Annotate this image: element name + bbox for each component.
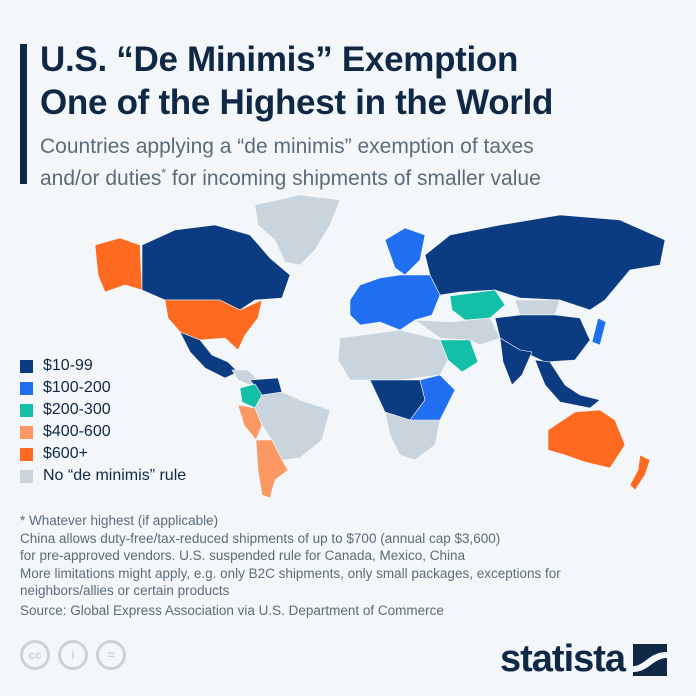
legend-label: $400-600 [43, 423, 111, 440]
footnote: neighbors/allies or certain products [20, 583, 230, 598]
footnote: China allows duty-free/tax-reduced shipm… [20, 530, 501, 546]
subtitle-line-1: Countries applying a “de minimis” exempt… [40, 135, 534, 158]
legend-item: $100-200 [20, 377, 186, 399]
region-europe [349, 274, 441, 331]
legend-label: $100-200 [43, 379, 111, 396]
legend-swatch [20, 447, 33, 461]
statista-logo[interactable]: statista [500, 638, 668, 681]
legend-label: No “de minimis” rule [43, 467, 187, 484]
legend-item: $600+ [20, 443, 186, 465]
subtitle-text: and/or duties [40, 167, 162, 190]
legend-label: $10-99 [43, 357, 93, 374]
legend-swatch [20, 425, 33, 439]
region-scandinavia [384, 227, 426, 276]
footnote: * Whatever highest (if applicable) [20, 513, 219, 528]
legend-swatch [20, 403, 33, 417]
legend-swatch [20, 359, 33, 373]
source-text: Source: Global Express Association via U… [20, 603, 444, 618]
legend-label: $600+ [43, 445, 88, 462]
footnote: More limitations might apply, e.g. only … [20, 565, 561, 581]
region-greenland [254, 194, 341, 266]
region-southern-africa [384, 411, 441, 461]
region-new-zealand [629, 454, 651, 491]
attribution-icon[interactable]: i [58, 640, 88, 670]
cc-icon[interactable]: cc [20, 640, 50, 670]
legend-item: $200-300 [20, 399, 186, 421]
legend-item: $400-600 [20, 421, 186, 443]
legend-item: No “de minimis” rule [20, 465, 186, 487]
region-australia [547, 409, 626, 469]
region-kazakhstan [449, 289, 506, 321]
title-line-2: One of the Highest in the World [40, 83, 554, 122]
footnote-marker: * [161, 166, 167, 180]
region-canada [141, 224, 291, 311]
region-argentina-chile [255, 439, 289, 499]
legend-swatch [20, 469, 33, 483]
region-north-africa [337, 329, 449, 381]
world-map [94, 194, 666, 499]
subtitle-text-end: for incoming shipments of smaller value [166, 167, 541, 190]
region-russia [424, 214, 666, 311]
statista-logo-icon [633, 643, 668, 676]
region-usa [164, 299, 263, 351]
title-line-1: U.S. “De Minimis” Exemption [40, 40, 519, 79]
license-icons[interactable]: cc i = [20, 640, 126, 670]
page-title: U.S. “De Minimis” Exemption One of the H… [40, 38, 553, 124]
legend-item: $10-99 [20, 355, 186, 377]
region-peru [237, 404, 263, 441]
region-mongolia [514, 299, 561, 316]
no-derivatives-icon[interactable]: = [96, 640, 126, 670]
accent-bar [20, 44, 27, 184]
region-middle-east [413, 317, 501, 346]
legend-label: $200-300 [43, 401, 111, 418]
legend-swatch [20, 381, 33, 395]
logo-text: statista [500, 638, 626, 680]
legend: $10-99 $100-200 $200-300 $400-600 $600+ No “d… [20, 355, 186, 487]
region-india [499, 337, 533, 386]
subtitle: Countries applying a “de minimis” exempt… [40, 134, 541, 192]
region-southeast-asia [534, 359, 601, 409]
region-japan [591, 317, 607, 346]
footnote: for pre-approved vendors. U.S. suspended… [20, 548, 465, 563]
footnotes: * Whatever highest (if applicable) China… [20, 512, 561, 600]
subtitle-line-2: and/or duties* for incoming shipments of… [40, 160, 541, 192]
region-alaska [94, 237, 143, 293]
